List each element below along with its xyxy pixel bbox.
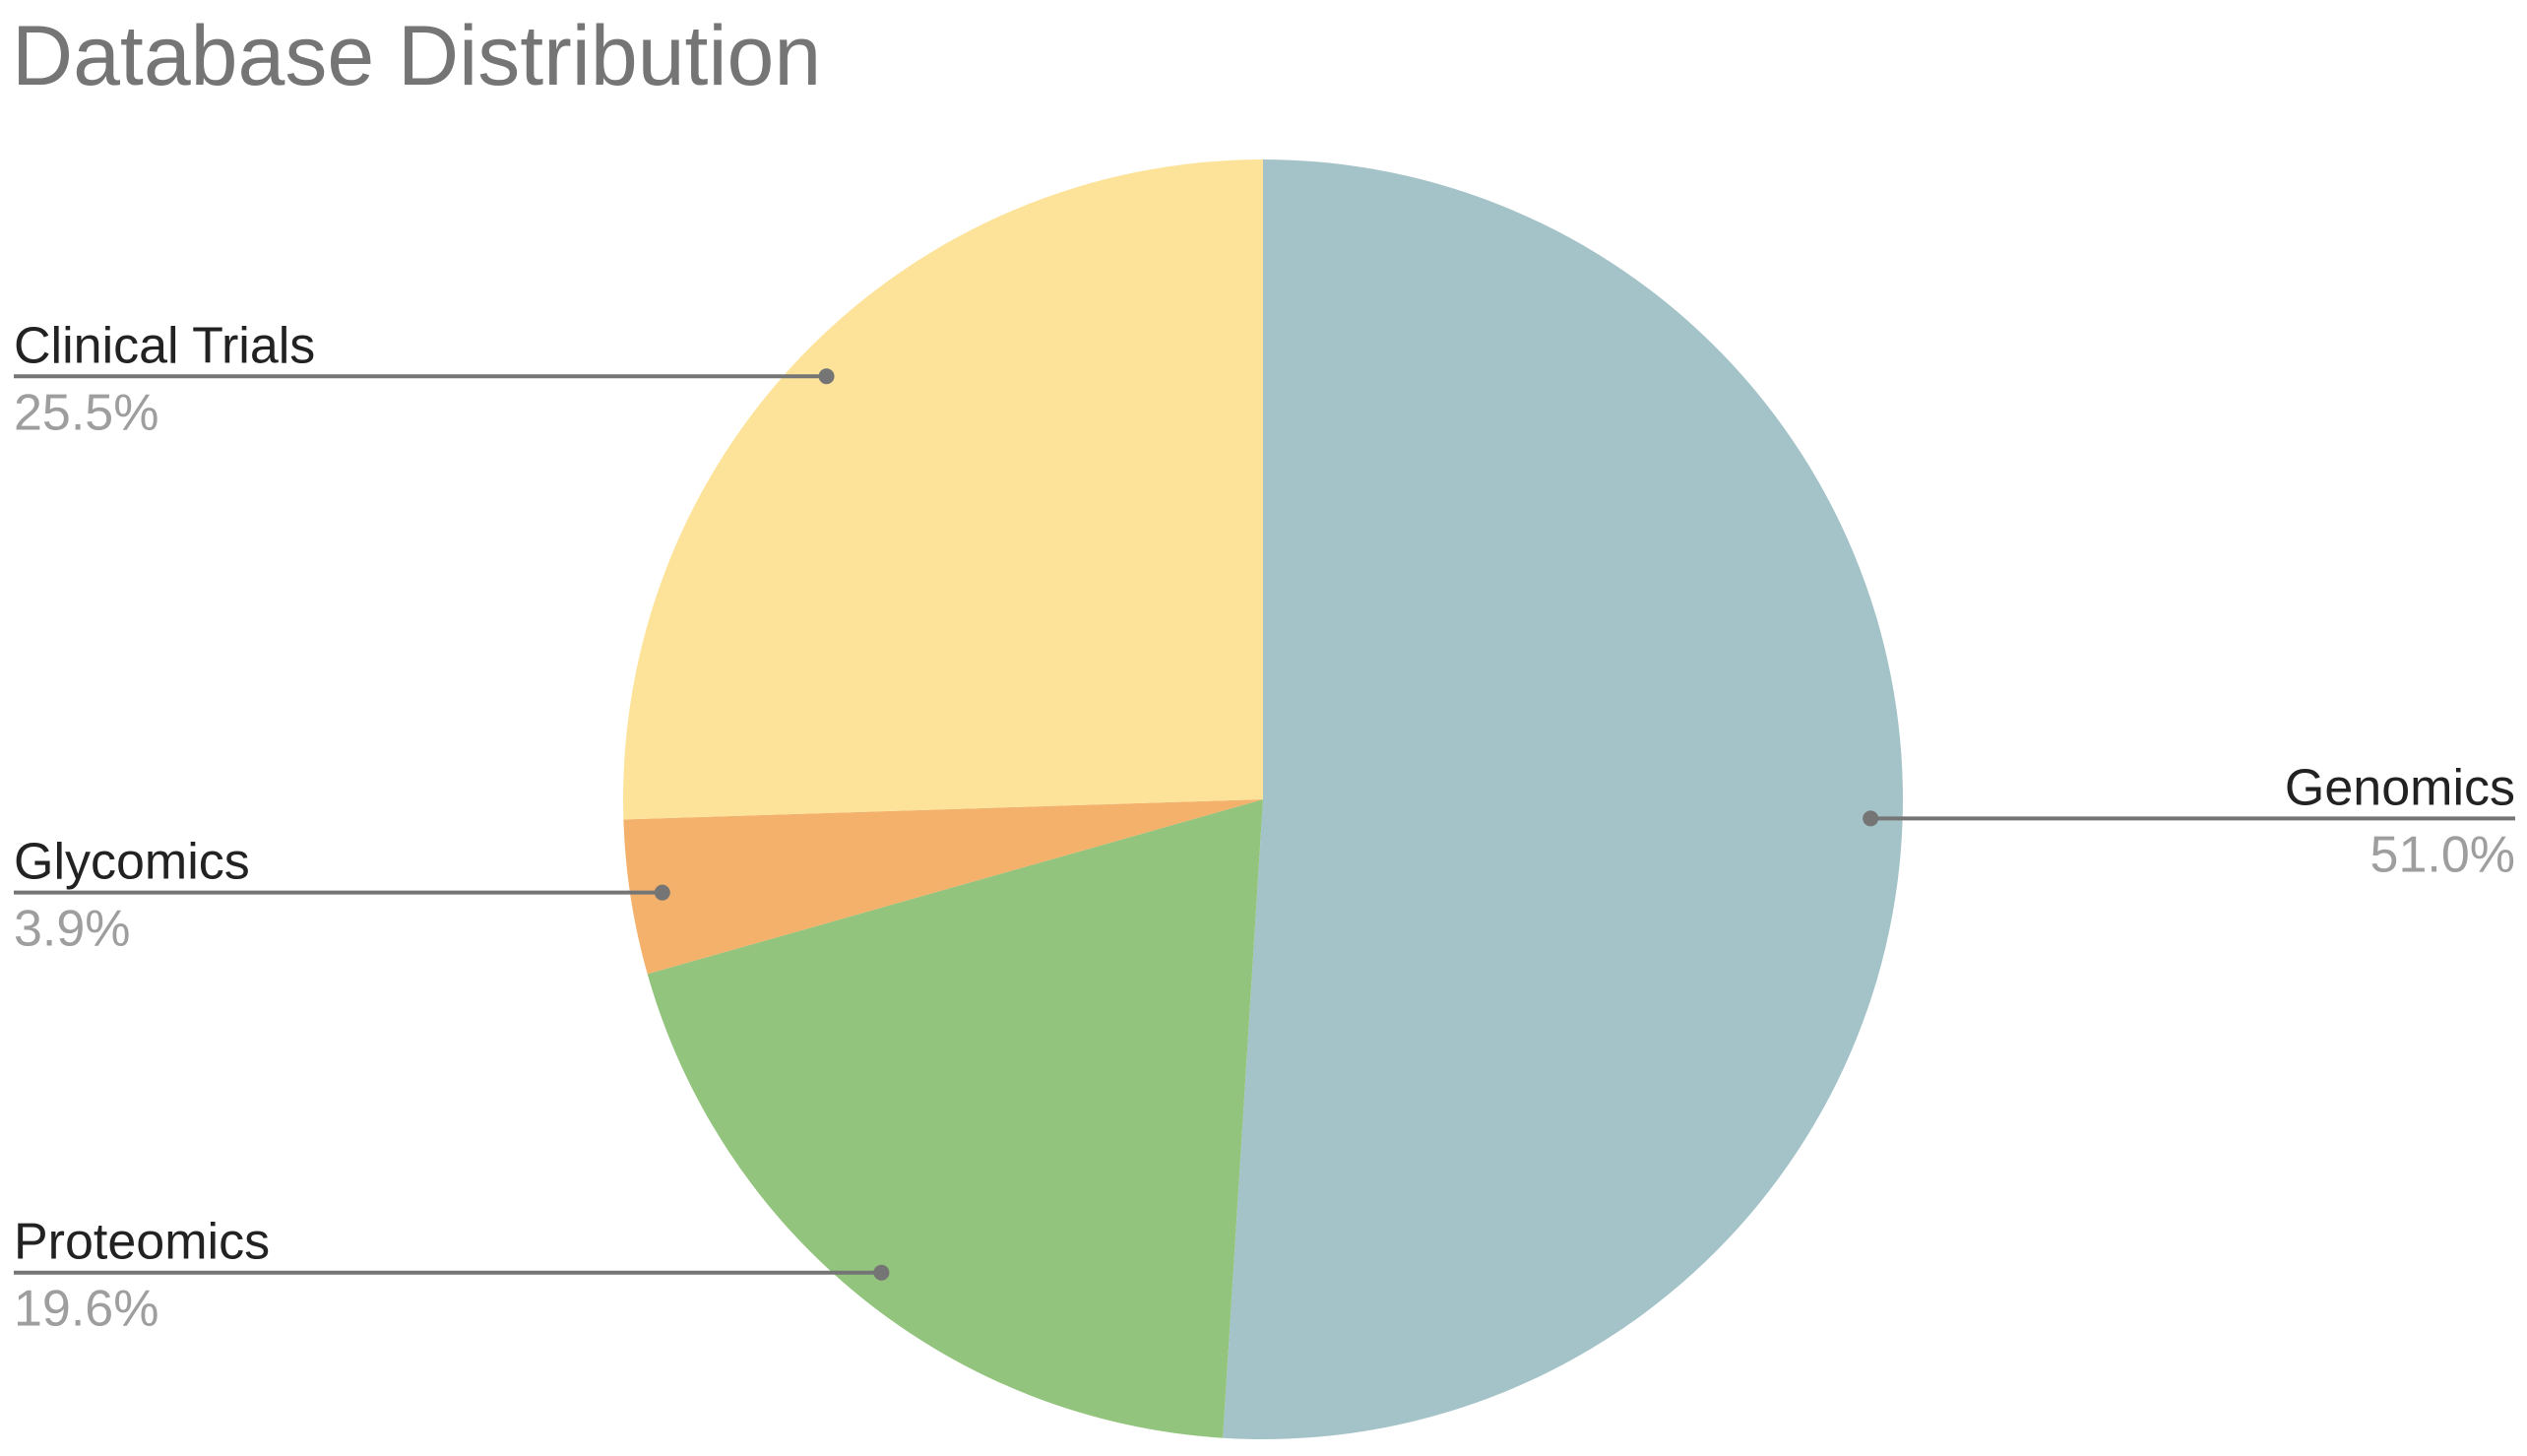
pie-slice-proteomics xyxy=(647,799,1263,1438)
pie-slice-glycomics xyxy=(623,799,1263,975)
slice-label-genomics: Genomics xyxy=(2285,759,2515,816)
leader-dot-glycomics xyxy=(654,884,670,901)
leader-dot-clinical-trials xyxy=(818,368,835,385)
leader-dot-proteomics xyxy=(873,1264,890,1281)
pie-slices xyxy=(623,158,1904,1440)
pie-slice-clinical-trials xyxy=(623,158,1263,820)
slice-label-glycomics: Glycomics xyxy=(14,834,250,891)
slice-labels: Genomics 51.0% Proteomics 19.6% Glycomics 3.9… xyxy=(14,317,2515,1337)
slice-value-genomics: 51.0% xyxy=(2370,826,2515,883)
slice-value-clinical-trials: 25.5% xyxy=(14,384,158,441)
leader-lines xyxy=(14,368,2515,1281)
leader-dot-genomics xyxy=(1863,810,1879,827)
slice-label-clinical-trials: Clinical Trials xyxy=(14,317,315,374)
chart-title: Database Distribution xyxy=(12,9,822,103)
slice-value-proteomics: 19.6% xyxy=(14,1281,158,1338)
slice-label-proteomics: Proteomics xyxy=(14,1214,270,1271)
pie-slice-genomics xyxy=(1223,159,1904,1440)
slice-value-glycomics: 3.9% xyxy=(14,901,131,958)
